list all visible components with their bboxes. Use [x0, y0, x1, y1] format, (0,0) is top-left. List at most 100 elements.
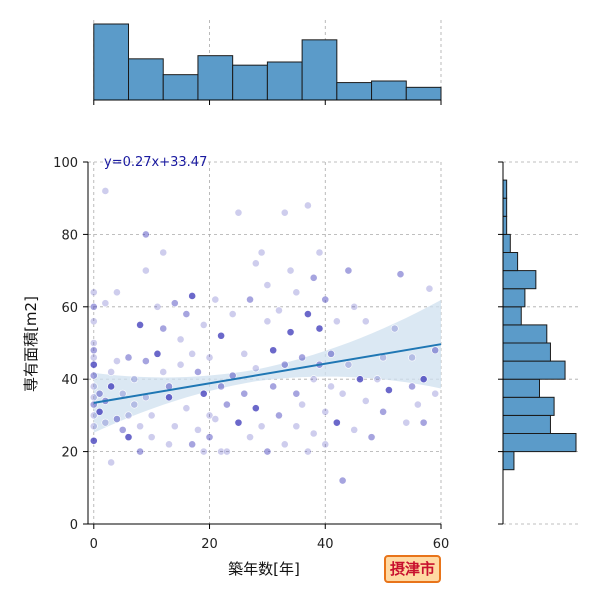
- scatter-point: [269, 382, 278, 391]
- scatter-point: [257, 248, 266, 257]
- scatter-point: [298, 400, 307, 409]
- scatter-point: [350, 302, 359, 311]
- top-hist-bar: [301, 39, 338, 101]
- scatter-point: [298, 353, 307, 362]
- scatter-point: [141, 357, 150, 365]
- scatter-point: [419, 375, 428, 384]
- scatter-point: [141, 230, 150, 239]
- scatter-point: [309, 273, 318, 282]
- scatter-point: [217, 331, 225, 340]
- top-hist-bar: [336, 82, 373, 101]
- scatter-point: [263, 447, 272, 456]
- scatter-point: [367, 433, 376, 442]
- scatter-point: [205, 433, 214, 442]
- scatter-point: [246, 295, 254, 304]
- y-tick-label: 40: [61, 373, 78, 388]
- scatter-point: [240, 349, 249, 358]
- scatter-point: [165, 393, 173, 402]
- y-tick-label: 60: [61, 301, 78, 316]
- y-tick-label: 0: [70, 518, 78, 533]
- confidence-band: [93, 299, 441, 433]
- scatter-point: [332, 317, 341, 326]
- scatter-point: [118, 425, 127, 434]
- scatter-point: [321, 407, 330, 416]
- scatter-point: [222, 400, 231, 409]
- scatter-point: [141, 266, 150, 275]
- scatter-point: [89, 382, 98, 391]
- right-hist-bar: [502, 197, 508, 217]
- scatter-point: [159, 248, 168, 257]
- right-hist-bar: [502, 233, 511, 253]
- scatter-point: [205, 411, 214, 420]
- scatter-point: [321, 295, 330, 304]
- scatter-point: [153, 349, 162, 358]
- scatter-point: [95, 389, 104, 398]
- scatter-point: [431, 346, 440, 355]
- scatter-point: [107, 382, 116, 391]
- scatter-point: [136, 320, 144, 329]
- city-badge: 摂津市: [384, 555, 442, 583]
- scatter-point: [147, 411, 156, 420]
- scatter-point: [176, 360, 185, 369]
- scatter-point: [419, 418, 428, 427]
- scatter-point: [385, 386, 393, 394]
- scatter-point: [373, 375, 382, 384]
- scatter-point: [199, 447, 208, 456]
- scatter-point: [275, 306, 283, 315]
- scatter-point: [118, 389, 127, 398]
- right-hist-bar: [502, 306, 522, 326]
- scatter-point: [217, 447, 225, 456]
- regression-equation: y=0.27x+33.47: [104, 155, 207, 170]
- scatter-point: [159, 368, 168, 376]
- scatter-point: [338, 476, 347, 485]
- right-hist-bar: [502, 451, 515, 471]
- scatter-point: [332, 418, 341, 427]
- right-hist-bar: [502, 215, 508, 235]
- scatter-point: [176, 335, 185, 344]
- scatter-point: [217, 382, 225, 391]
- scatter-point: [188, 292, 197, 300]
- scatter-point: [240, 389, 249, 398]
- scatter-point: [292, 288, 301, 297]
- top-histogram: [93, 20, 442, 105]
- scatter-point: [205, 353, 214, 362]
- scatter-point: [408, 353, 416, 362]
- regression-line: [93, 343, 442, 404]
- scatter-point: [431, 389, 440, 398]
- scatter-point: [402, 418, 411, 427]
- regression-line-group: [93, 343, 442, 404]
- scatter-point: [251, 259, 260, 268]
- scatter-point: [263, 281, 272, 289]
- scatter-point: [315, 248, 324, 257]
- scatter-point: [292, 422, 301, 431]
- scatter-point: [350, 425, 359, 434]
- scatter-point: [327, 382, 335, 391]
- scatter-point: [251, 364, 260, 373]
- scatter-point: [89, 302, 98, 311]
- top-hist-bar: [371, 80, 407, 101]
- scatter-point: [113, 357, 121, 365]
- scatter-point: [199, 320, 208, 329]
- scatter-point: [89, 371, 98, 380]
- scatter-point: [304, 201, 312, 210]
- right-hist-bar: [502, 179, 508, 199]
- scatter-point: [304, 310, 312, 318]
- scatter-point: [89, 353, 98, 362]
- scatter-point: [194, 368, 202, 376]
- scatter-point: [159, 324, 168, 333]
- scatter-point: [425, 284, 434, 293]
- scatter-point: [165, 440, 173, 449]
- scatter-point: [263, 317, 272, 326]
- right-hist-bar: [502, 396, 555, 416]
- scatter-point: [286, 266, 295, 275]
- right-hist-bar: [502, 342, 551, 362]
- scatter-point: [338, 389, 347, 398]
- scatter-point: [222, 447, 231, 456]
- y-tick-label: 80: [61, 228, 78, 243]
- scatter-point: [275, 411, 283, 420]
- top-hist-bar: [162, 74, 199, 101]
- scatter-point: [147, 433, 156, 442]
- top-hist-bar: [197, 55, 234, 101]
- scatter-point: [361, 317, 370, 326]
